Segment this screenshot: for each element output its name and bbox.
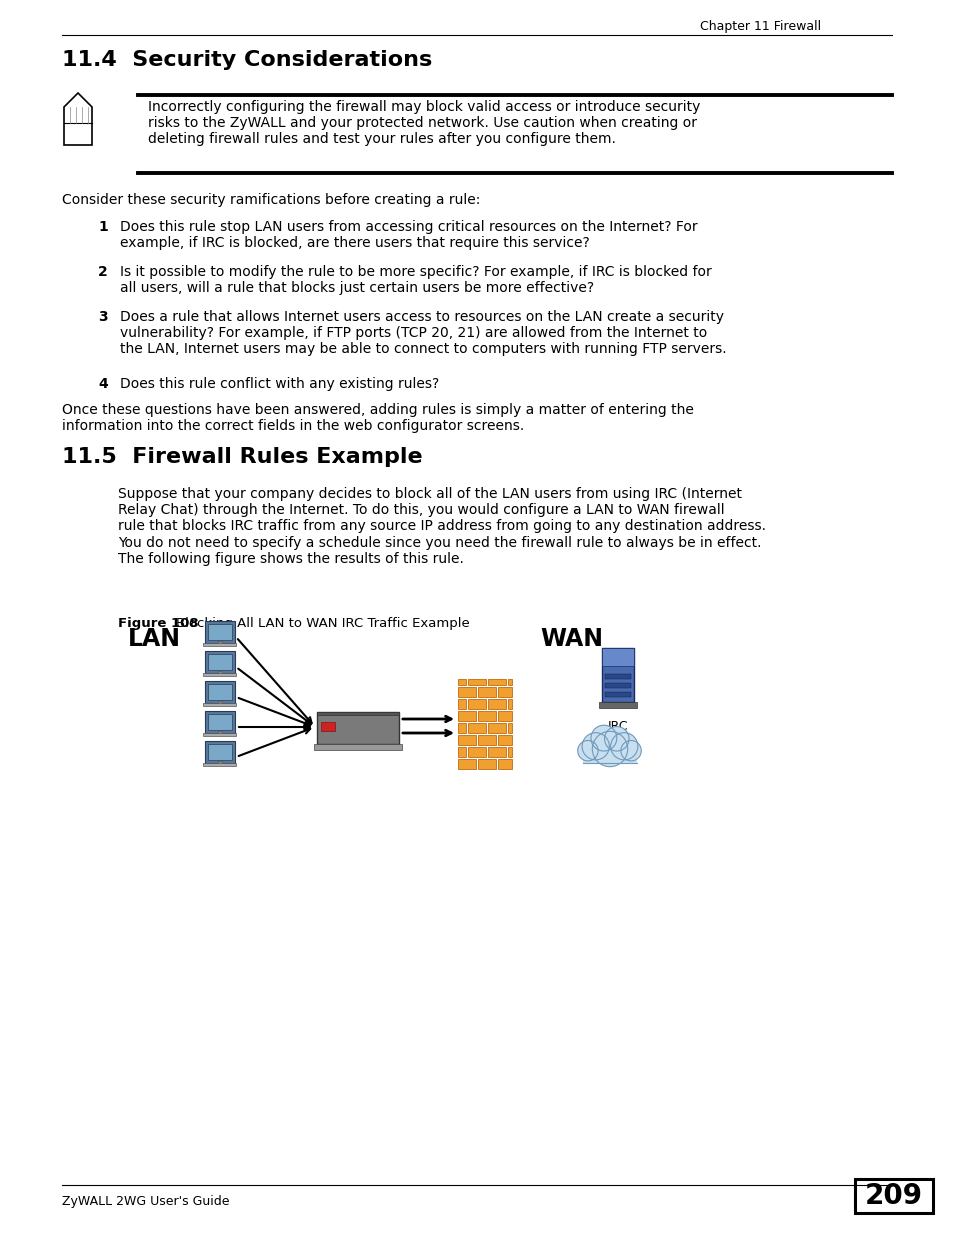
FancyBboxPatch shape (507, 699, 512, 709)
FancyBboxPatch shape (218, 762, 222, 763)
Circle shape (592, 731, 627, 767)
Text: WAN: WAN (539, 627, 602, 651)
FancyBboxPatch shape (477, 760, 496, 769)
FancyBboxPatch shape (457, 735, 476, 745)
Text: 11.4  Security Considerations: 11.4 Security Considerations (62, 49, 432, 70)
FancyBboxPatch shape (604, 683, 630, 688)
FancyBboxPatch shape (203, 734, 236, 736)
Circle shape (581, 732, 609, 760)
FancyBboxPatch shape (488, 679, 505, 685)
FancyBboxPatch shape (205, 651, 234, 673)
Circle shape (604, 726, 628, 751)
FancyBboxPatch shape (316, 713, 398, 745)
Polygon shape (64, 93, 91, 144)
Text: 209: 209 (864, 1182, 923, 1210)
FancyBboxPatch shape (208, 714, 232, 730)
Text: Does this rule conflict with any existing rules?: Does this rule conflict with any existin… (120, 377, 438, 391)
FancyBboxPatch shape (320, 721, 335, 731)
FancyBboxPatch shape (488, 747, 505, 757)
Text: Is it possible to modify the rule to be more specific? For example, if IRC is bl: Is it possible to modify the rule to be … (120, 266, 711, 295)
FancyBboxPatch shape (205, 680, 234, 703)
FancyBboxPatch shape (314, 745, 401, 750)
Text: Consider these security ramifications before creating a rule:: Consider these security ramifications be… (62, 193, 480, 207)
Text: Incorrectly configuring the firewall may block valid access or introduce securit: Incorrectly configuring the firewall may… (148, 100, 700, 147)
Text: 3: 3 (98, 310, 108, 324)
Circle shape (578, 741, 598, 761)
Text: Figure 108: Figure 108 (118, 618, 198, 630)
Text: Does a rule that allows Internet users access to resources on the LAN create a s: Does a rule that allows Internet users a… (120, 310, 726, 357)
FancyBboxPatch shape (203, 643, 236, 646)
FancyBboxPatch shape (468, 699, 485, 709)
FancyBboxPatch shape (203, 763, 236, 766)
FancyBboxPatch shape (203, 673, 236, 677)
Text: Does this rule stop LAN users from accessing critical resources on the Internet?: Does this rule stop LAN users from acces… (120, 220, 697, 251)
FancyBboxPatch shape (497, 760, 512, 769)
FancyBboxPatch shape (477, 711, 496, 721)
FancyBboxPatch shape (488, 722, 505, 734)
FancyBboxPatch shape (457, 722, 465, 734)
FancyBboxPatch shape (457, 679, 465, 685)
FancyBboxPatch shape (205, 711, 234, 732)
FancyBboxPatch shape (457, 687, 476, 697)
FancyBboxPatch shape (468, 747, 485, 757)
FancyBboxPatch shape (218, 731, 222, 734)
FancyBboxPatch shape (218, 701, 222, 704)
Text: Once these questions have been answered, adding rules is simply a matter of ente: Once these questions have been answered,… (62, 403, 693, 433)
FancyBboxPatch shape (457, 760, 476, 769)
FancyBboxPatch shape (497, 711, 512, 721)
FancyBboxPatch shape (477, 735, 496, 745)
Text: Internet: Internet (586, 751, 633, 763)
FancyBboxPatch shape (208, 655, 232, 669)
FancyBboxPatch shape (457, 747, 465, 757)
FancyBboxPatch shape (604, 692, 630, 697)
FancyBboxPatch shape (208, 624, 232, 640)
FancyBboxPatch shape (583, 748, 636, 763)
Text: Blocking All LAN to WAN IRC Traffic Example: Blocking All LAN to WAN IRC Traffic Exam… (175, 618, 469, 630)
Circle shape (620, 741, 640, 761)
Text: 1: 1 (98, 220, 108, 233)
FancyBboxPatch shape (468, 722, 485, 734)
FancyBboxPatch shape (218, 641, 222, 643)
FancyBboxPatch shape (507, 679, 512, 685)
Text: Suppose that your company decides to block all of the LAN users from using IRC (: Suppose that your company decides to blo… (118, 487, 765, 566)
FancyBboxPatch shape (208, 684, 232, 699)
Text: LAN: LAN (128, 627, 181, 651)
FancyBboxPatch shape (468, 679, 485, 685)
FancyBboxPatch shape (208, 743, 232, 760)
FancyBboxPatch shape (477, 687, 496, 697)
FancyBboxPatch shape (854, 1179, 932, 1213)
Text: 4: 4 (98, 377, 108, 391)
Circle shape (610, 732, 638, 760)
FancyBboxPatch shape (507, 747, 512, 757)
FancyBboxPatch shape (601, 648, 634, 666)
Circle shape (590, 725, 617, 751)
FancyBboxPatch shape (218, 672, 222, 674)
FancyBboxPatch shape (316, 713, 398, 715)
Text: IRC: IRC (607, 720, 628, 734)
FancyBboxPatch shape (598, 701, 637, 708)
Text: Chapter 11 Firewall: Chapter 11 Firewall (700, 20, 821, 33)
FancyBboxPatch shape (497, 735, 512, 745)
FancyBboxPatch shape (601, 648, 634, 701)
FancyBboxPatch shape (507, 722, 512, 734)
FancyBboxPatch shape (488, 699, 505, 709)
Text: ZyWALL 2WG User's Guide: ZyWALL 2WG User's Guide (62, 1195, 230, 1208)
FancyBboxPatch shape (205, 741, 234, 762)
FancyBboxPatch shape (604, 674, 630, 679)
Text: 2: 2 (98, 266, 108, 279)
FancyBboxPatch shape (457, 711, 476, 721)
FancyBboxPatch shape (203, 703, 236, 706)
FancyBboxPatch shape (205, 621, 234, 642)
FancyBboxPatch shape (457, 699, 465, 709)
Text: 11.5  Firewall Rules Example: 11.5 Firewall Rules Example (62, 447, 422, 467)
FancyBboxPatch shape (497, 687, 512, 697)
